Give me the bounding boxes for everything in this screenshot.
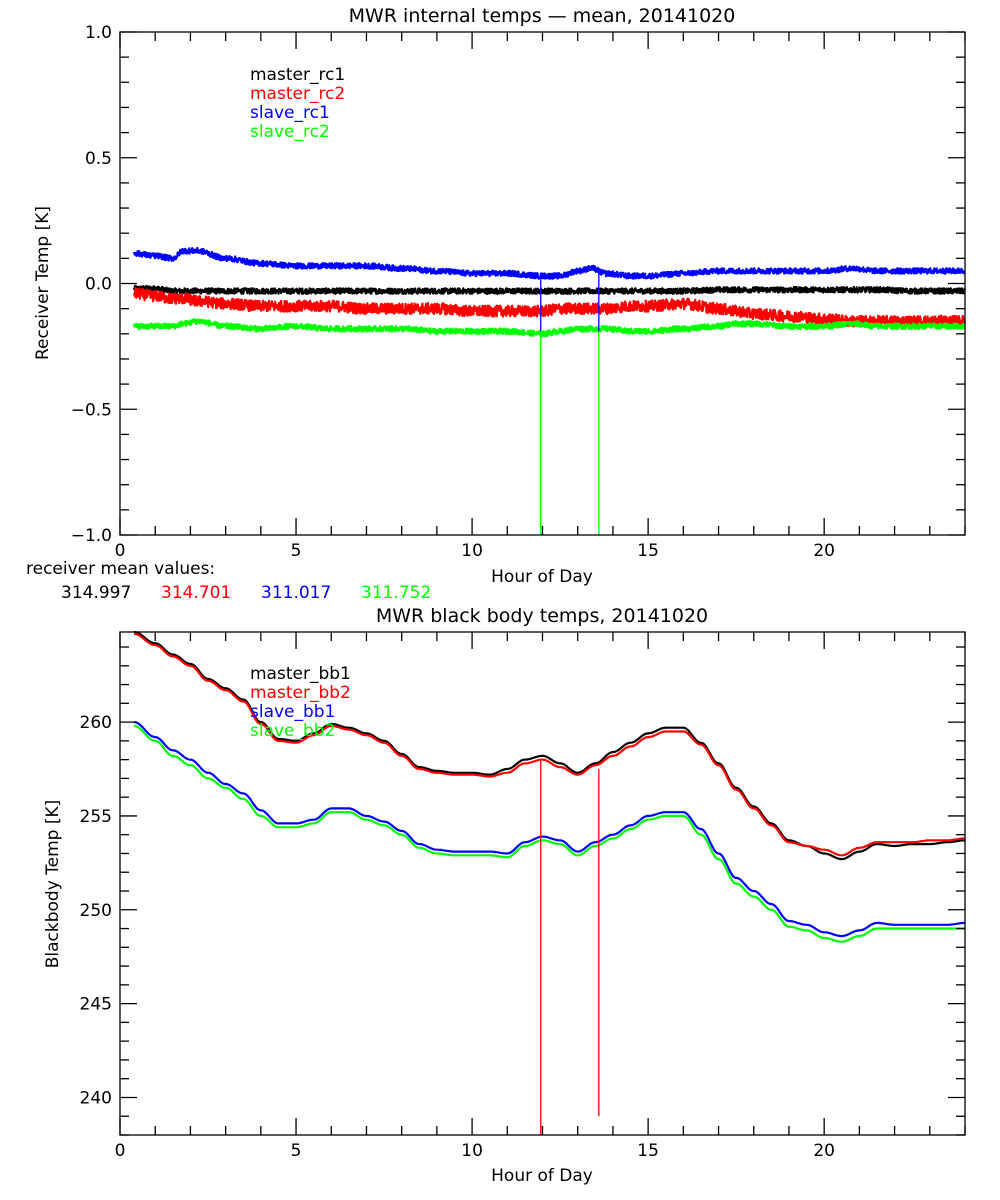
y-tick-label: 260 xyxy=(80,713,112,733)
x-tick-label: 10 xyxy=(461,1141,483,1161)
axes: 0 5 10 15 20 240 245 250 255 260 xyxy=(80,631,966,1161)
receiver-mean-value: 314.701 xyxy=(161,583,231,603)
y-tick-label: −0.5 xyxy=(71,400,112,420)
legend-entry-master_rc1: master_rc1 xyxy=(250,65,345,85)
y-axis-label: Blackbody Temp [K] xyxy=(43,800,63,969)
series-line-slave_rc1 xyxy=(133,246,966,280)
y-tick-label: 250 xyxy=(80,901,112,921)
x-tick-label: 0 xyxy=(115,541,126,561)
y-tick-label: 0.0 xyxy=(85,275,112,295)
x-axis-label: Hour of Day xyxy=(491,567,593,587)
legend-entry-slave_bb1: slave_bb1 xyxy=(250,702,335,722)
receiver-mean-block: receiver mean values: 314.997 314.701 31… xyxy=(26,559,431,603)
x-tick-label: 0 xyxy=(115,1141,126,1161)
legend-entry-slave_rc1: slave_rc1 xyxy=(250,103,330,123)
receiver-temps-chart: MWR internal temps — mean, 20141020 0 5 10… xyxy=(33,5,967,587)
receiver-mean-label: receiver mean values: xyxy=(26,559,215,579)
legend-entry-master_bb2: master_bb2 xyxy=(250,683,351,703)
blackbody-temps-chart: MWR black body temps, 20141020 0 5 10 15 20 2… xyxy=(43,605,966,1186)
legend-entry-master_rc2: master_rc2 xyxy=(250,84,345,104)
series-group xyxy=(133,246,967,535)
series-line-slave_rc2 xyxy=(133,318,966,338)
y-tick-label: 0.5 xyxy=(85,149,112,169)
receiver-mean-value: 314.997 xyxy=(61,583,131,603)
series-line-master_rc1 xyxy=(133,284,966,295)
y-tick-label: −1.0 xyxy=(71,526,112,546)
y-tick-label: 255 xyxy=(80,807,112,827)
axes: 0 5 10 15 20 −1.0 −0.5 0.0 0.5 1.0 xyxy=(71,23,966,561)
legend-entry-master_bb1: master_bb1 xyxy=(250,664,351,684)
series-line-slave_bb2 xyxy=(133,724,965,943)
receiver-mean-value: 311.017 xyxy=(261,583,331,603)
y-tick-label: 240 xyxy=(80,1088,112,1108)
x-tick-label: 15 xyxy=(637,541,659,561)
legend-entry-slave_rc2: slave_rc2 xyxy=(250,122,330,142)
legend-entry-slave_bb2: slave_bb2 xyxy=(250,721,335,741)
x-tick-label: 10 xyxy=(461,541,483,561)
series-line-master_bb2 xyxy=(134,632,965,857)
receiver-mean-value: 311.752 xyxy=(361,583,431,603)
x-tick-label: 20 xyxy=(813,1141,835,1161)
x-tick-label: 5 xyxy=(291,1141,302,1161)
x-tick-label: 15 xyxy=(637,1141,659,1161)
y-tick-label: 245 xyxy=(80,995,112,1015)
y-axis-label: Receiver Temp [K] xyxy=(33,206,53,360)
chart-title: MWR black body temps, 20141020 xyxy=(376,605,708,627)
series-line-master_bb1 xyxy=(134,630,966,861)
chart-title: MWR internal temps — mean, 20141020 xyxy=(349,5,736,27)
y-tick-label: 1.0 xyxy=(85,23,112,43)
plot-frame xyxy=(119,631,966,1136)
x-axis-label: Hour of Day xyxy=(491,1166,593,1186)
plot-frame xyxy=(119,31,966,536)
x-tick-label: 20 xyxy=(813,541,835,561)
series-group xyxy=(133,630,966,1135)
series-line-master_rc2 xyxy=(133,287,967,328)
series-line-slave_bb1 xyxy=(134,721,965,938)
x-tick-label: 5 xyxy=(291,541,302,561)
